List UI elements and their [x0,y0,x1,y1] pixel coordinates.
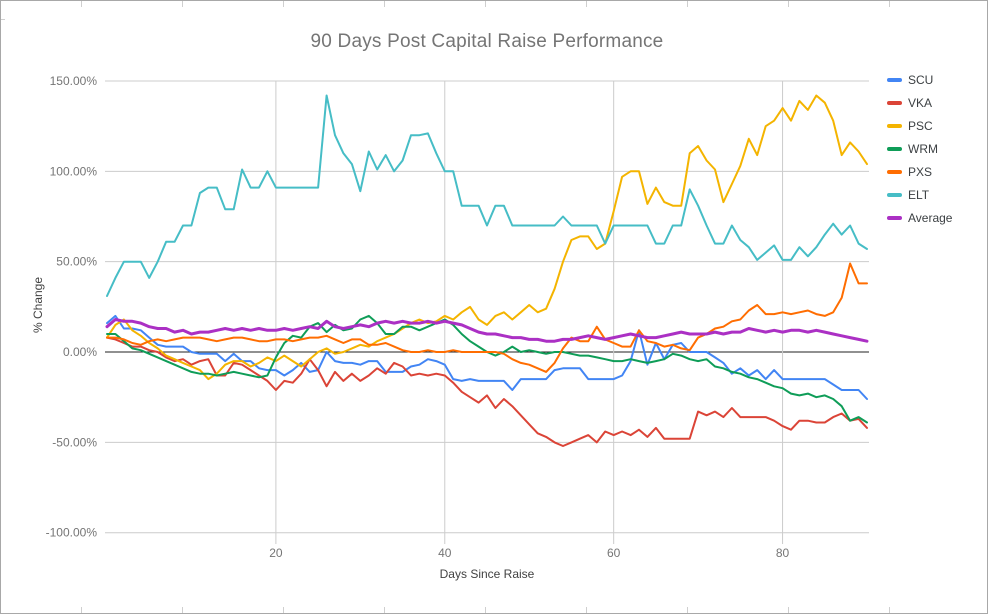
legend-swatch-icon [887,215,902,220]
x-tick-label: 40 [438,546,452,560]
legend-item-pxs[interactable]: PXS [887,160,952,183]
series-line-scu[interactable] [106,314,868,400]
legend-swatch-icon [887,192,902,197]
spreadsheet-row-stub [1,19,5,20]
legend-item-vka[interactable]: VKA [887,91,952,114]
y-tick-label: 150.00% [50,74,98,88]
legend-item-scu[interactable]: SCU [887,68,952,91]
legend: SCU VKA PSC WRM PXS ELT Average [887,68,952,229]
legend-label: WRM [908,141,938,156]
series-line-average[interactable] [105,318,869,343]
legend-label: Average [908,210,953,225]
legend-label: SCU [908,72,934,87]
series-line-elt[interactable] [106,94,868,297]
x-axis-title[interactable]: Days Since Raise [439,567,535,581]
legend-swatch-icon [887,169,902,174]
x-tick-label: 60 [607,546,621,560]
y-tick-label: 0.00% [63,345,97,359]
legend-swatch-icon [887,77,902,82]
series-group [105,94,869,447]
spreadsheet-gridline-ticks-bottom [1,607,987,613]
legend-label: VKA [908,95,933,110]
legend-item-psc[interactable]: PSC [887,114,952,137]
legend-item-wrm[interactable]: WRM [887,137,952,160]
legend-swatch-icon [887,123,902,128]
x-tick-label: 80 [776,546,790,560]
legend-label: PXS [908,164,933,179]
y-tick-label: -100.00% [46,526,98,540]
series-line-pxs[interactable] [106,262,868,373]
spreadsheet-gridline-ticks-top [1,1,987,7]
y-tick-label: 100.00% [50,164,98,178]
y-tick-label: 50.00% [56,255,97,269]
x-tick-label: 20 [269,546,283,560]
legend-swatch-icon [887,146,902,151]
series-line-vka[interactable] [106,336,868,447]
legend-label: ELT [908,187,930,202]
tick-labels-group: 150.00% 100.00% 50.00% 0.00% -50.00% -100.00%… [46,74,790,560]
legend-item-average[interactable]: Average [887,206,952,229]
legend-label: PSC [908,118,933,133]
chart-title[interactable]: 90 Days Post Capital Raise Performance [310,31,664,52]
series-line-psc[interactable] [106,94,868,381]
legend-swatch-icon [887,100,902,105]
y-tick-label: -50.00% [52,435,97,449]
legend-item-elt[interactable]: ELT [887,183,952,206]
